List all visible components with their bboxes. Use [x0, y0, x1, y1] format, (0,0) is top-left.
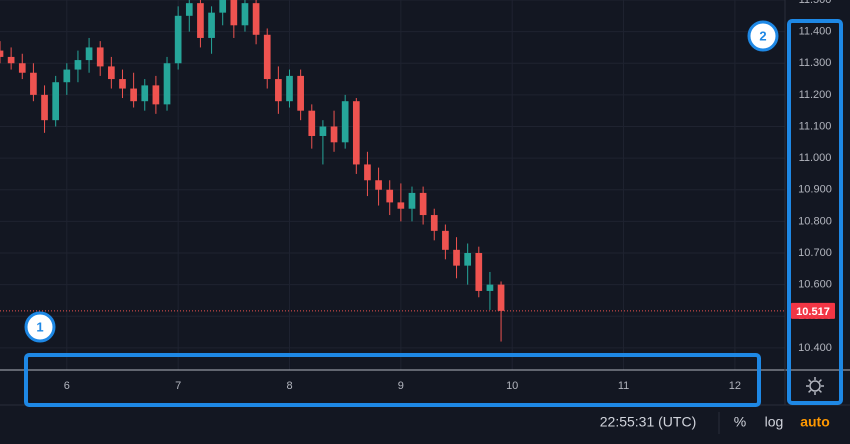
candle-body — [174, 15, 182, 64]
x-tick-label: 7 — [175, 380, 181, 392]
percent-toggle[interactable]: % — [734, 414, 746, 430]
candle-body — [241, 3, 249, 26]
candle-body — [230, 0, 238, 26]
candle-body — [419, 192, 427, 216]
candle-body — [408, 192, 416, 209]
candle-body — [464, 252, 471, 266]
candle-body — [208, 12, 215, 38]
candle-body — [7, 56, 15, 64]
candle-body — [430, 215, 438, 231]
candle-body — [152, 85, 160, 105]
candle-body — [352, 101, 360, 165]
candle-body — [263, 34, 271, 80]
candle-body — [141, 85, 149, 102]
candle-body — [18, 63, 26, 73]
highlight-box — [24, 353, 761, 407]
x-tick-label: 11 — [618, 380, 629, 392]
y-tick-label: 11.200 — [799, 89, 832, 101]
highlight-box — [787, 19, 843, 405]
y-tick-label: 10.400 — [798, 342, 832, 354]
candle-body — [453, 249, 460, 266]
candle-body — [341, 101, 349, 143]
x-tick-label: 8 — [286, 380, 292, 392]
candle-body — [319, 126, 327, 136]
y-tick-label: 10.900 — [798, 184, 832, 196]
candle-body — [0, 50, 4, 57]
candles — [0, 0, 785, 342]
candle-body — [96, 47, 104, 67]
axis-labels: 11.500 11.400 11.300 11.200 11.100 11.000 10.9… — [64, 0, 835, 392]
candle-body — [497, 284, 505, 311]
y-tick-label: 10.600 — [798, 279, 832, 291]
candle-body — [197, 3, 204, 38]
candle-body — [252, 3, 260, 35]
auto-toggle[interactable]: auto — [800, 414, 830, 430]
candle-body — [386, 189, 394, 203]
y-tick-label: 11.300 — [799, 57, 832, 69]
badge-label: 2 — [759, 28, 766, 43]
candle-body — [375, 180, 382, 190]
candle-body — [185, 3, 193, 16]
candle-body — [297, 75, 304, 111]
candle-body — [286, 75, 293, 102]
badge-label: 1 — [36, 319, 43, 334]
candle-body — [85, 47, 93, 61]
candle-body — [442, 230, 449, 250]
y-tick-label: 10.800 — [798, 215, 832, 227]
candle-body — [74, 60, 82, 70]
log-toggle[interactable]: log — [765, 414, 784, 430]
settings-button[interactable] — [806, 377, 824, 395]
candle-body — [52, 82, 60, 121]
candle-body — [119, 79, 126, 89]
clock: 22:55:31 (UTC) — [600, 414, 696, 430]
candle-body — [41, 94, 48, 121]
badge — [24, 311, 56, 343]
x-tick-label: 12 — [729, 380, 741, 392]
candle-body — [486, 284, 494, 291]
badge — [747, 20, 779, 52]
candle-body — [275, 79, 282, 102]
y-tick-label: 10.700 — [798, 247, 832, 259]
last-price-label: 10.517 — [796, 306, 830, 318]
y-tick-label: 11.400 — [799, 26, 832, 38]
candle-body — [330, 126, 338, 143]
x-tick-label: 9 — [398, 380, 404, 392]
x-tick-label: 10 — [506, 380, 518, 392]
candle-body — [397, 202, 405, 209]
candle-body — [219, 0, 227, 13]
last-price-tag — [791, 302, 835, 319]
candle-body — [30, 72, 37, 95]
candle-body — [475, 252, 483, 291]
candle-body — [130, 88, 137, 102]
candle-body — [108, 66, 115, 80]
y-tick-label: 11.000 — [799, 152, 832, 164]
candle-body — [364, 164, 371, 181]
x-tick-label: 6 — [64, 380, 70, 392]
y-tick-label: 11.500 — [799, 0, 832, 6]
candle-body — [63, 69, 71, 83]
candle-body — [163, 63, 171, 105]
candle-body — [308, 110, 316, 136]
y-tick-label: 11.100 — [799, 120, 832, 132]
